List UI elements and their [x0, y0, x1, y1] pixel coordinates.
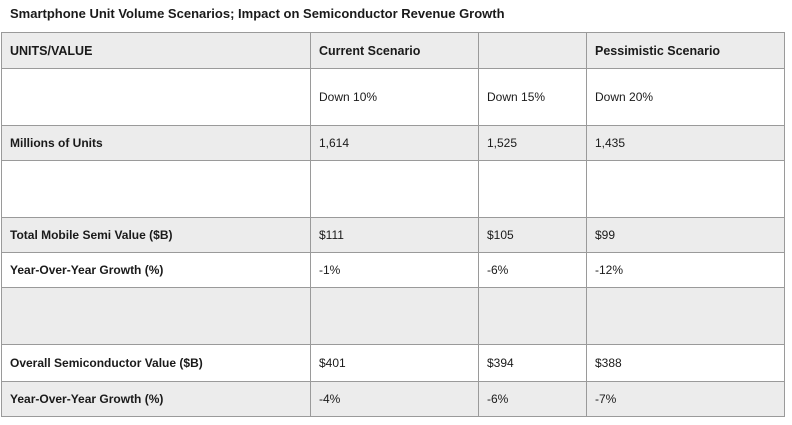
- scenarios-table: UNITS/VALUE Current Scenario Pessimistic…: [1, 32, 785, 417]
- table-cell: -6%: [478, 381, 587, 417]
- table-row: Year-Over-Year Growth (%) -4% -6% -7%: [1, 381, 785, 417]
- table-row: Year-Over-Year Growth (%) -1% -6% -12%: [1, 252, 785, 288]
- table-cell: -4%: [310, 381, 479, 417]
- table-cell: [478, 160, 587, 218]
- table-cell: $105: [478, 217, 587, 253]
- table-row: [1, 160, 785, 218]
- header-cell-empty: [478, 32, 587, 69]
- table-cell: [586, 287, 785, 345]
- table-row: Millions of Units 1,614 1,525 1,435: [1, 125, 785, 161]
- table-cell: Down 15%: [478, 68, 587, 126]
- table-cell: [310, 287, 479, 345]
- table-row: Total Mobile Semi Value ($B) $111 $105 $…: [1, 217, 785, 253]
- table-cell: Down 20%: [586, 68, 785, 126]
- header-cell-current-scenario: Current Scenario: [310, 32, 479, 69]
- table-cell: $111: [310, 217, 479, 253]
- table-cell: $394: [478, 344, 587, 382]
- table-cell: $99: [586, 217, 785, 253]
- table-cell: [586, 160, 785, 218]
- table-row: [1, 287, 785, 345]
- table-cell: 1,525: [478, 125, 587, 161]
- table-cell: -6%: [478, 252, 587, 288]
- table-cell: $401: [310, 344, 479, 382]
- row-label: Year-Over-Year Growth (%): [1, 252, 311, 288]
- header-cell-units-value: UNITS/VALUE: [1, 32, 311, 69]
- row-label: Overall Semiconductor Value ($B): [1, 344, 311, 382]
- row-label: Millions of Units: [1, 125, 311, 161]
- table-cell: -7%: [586, 381, 785, 417]
- row-label: Year-Over-Year Growth (%): [1, 381, 311, 417]
- table-cell: -1%: [310, 252, 479, 288]
- row-label: Total Mobile Semi Value ($B): [1, 217, 311, 253]
- table-row: Overall Semiconductor Value ($B) $401 $3…: [1, 344, 785, 382]
- header-cell-pessimistic-scenario: Pessimistic Scenario: [586, 32, 785, 69]
- table-cell: 1,435: [586, 125, 785, 161]
- row-label: [1, 287, 311, 345]
- header-row: UNITS/VALUE Current Scenario Pessimistic…: [1, 32, 785, 69]
- table-cell: [478, 287, 587, 345]
- table-cell: 1,614: [310, 125, 479, 161]
- table-cell: [310, 160, 479, 218]
- table-title: Smartphone Unit Volume Scenarios; Impact…: [10, 6, 505, 21]
- row-label: [1, 68, 311, 126]
- table-cell: Down 10%: [310, 68, 479, 126]
- table-cell: -12%: [586, 252, 785, 288]
- row-label: [1, 160, 311, 218]
- table-row: Down 10% Down 15% Down 20%: [1, 68, 785, 126]
- table-cell: $388: [586, 344, 785, 382]
